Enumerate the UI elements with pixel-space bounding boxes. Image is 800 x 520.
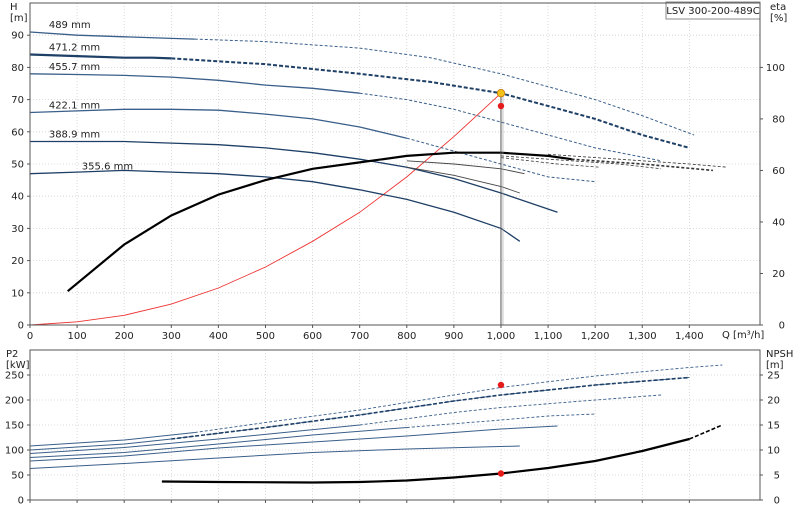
head-curve-label: 355.6 mm xyxy=(82,162,133,173)
power-curve-dashed xyxy=(194,364,723,433)
head-tick-label: 50 xyxy=(11,160,24,171)
npsh-tick-label: 0 xyxy=(774,496,780,507)
x-tick-label: 100 xyxy=(68,331,87,342)
x-tick-label: 1,400 xyxy=(675,331,704,342)
head-curve-label: 489 mm xyxy=(49,20,91,31)
head-curve-dashed xyxy=(194,38,695,136)
npsh-tick-label: 20 xyxy=(767,396,780,407)
eta-curve-solid xyxy=(66,151,572,293)
head-curve-solid xyxy=(29,53,172,60)
power-curve-dashed xyxy=(359,394,662,426)
eta-curve-dashed xyxy=(500,157,600,168)
eta-tick-label: 0 xyxy=(779,321,785,332)
eta-point-marker xyxy=(497,102,505,110)
x-tick-label: 900 xyxy=(444,331,463,342)
head-tick-label: 10 xyxy=(11,288,24,299)
power-curve-solid xyxy=(29,432,195,447)
x-tick-label: 800 xyxy=(397,331,416,342)
flow-axis-label: Q [m³/h] xyxy=(722,330,764,341)
eta-tick-label: 80 xyxy=(772,114,785,125)
x-tick-label: 1,200 xyxy=(581,331,610,342)
eta-curve-solid xyxy=(406,166,520,194)
x-tick-label: 600 xyxy=(303,331,322,342)
head-curve-label: 455.7 mm xyxy=(49,62,100,73)
x-tick-label: 400 xyxy=(209,331,228,342)
head-tick-label: 30 xyxy=(11,224,24,235)
power-tick-label: 50 xyxy=(11,471,24,482)
head-tick-label: 20 xyxy=(11,256,24,267)
power-tick-label: 0 xyxy=(18,496,24,507)
x-tick-label: 1,100 xyxy=(534,331,563,342)
npsh-curve-solid xyxy=(161,437,690,484)
power-curve-solid xyxy=(29,424,360,454)
head-curve-dashed xyxy=(359,92,662,162)
head-curve-label: 471.2 mm xyxy=(49,43,100,54)
eta-curve-solid xyxy=(406,160,525,175)
head-tick-label: 80 xyxy=(11,63,24,74)
operating-point-marker xyxy=(496,88,506,98)
npsh-tick-label: 10 xyxy=(767,446,780,457)
npsh-tick-label: 15 xyxy=(767,421,780,432)
x-tick-label: 200 xyxy=(115,331,134,342)
eta-tick-label: 100 xyxy=(766,63,785,74)
power-tick-label: 250 xyxy=(5,371,24,382)
eta-axis-label: eta [%] xyxy=(770,2,787,24)
npsh-tick-label: 25 xyxy=(767,371,780,382)
head-tick-label: 70 xyxy=(11,95,24,106)
head-axis-label: H [m] xyxy=(10,2,28,24)
power-curve-solid xyxy=(29,427,407,458)
power-point-marker xyxy=(497,381,505,389)
power-curve-selected xyxy=(171,376,690,440)
head-tick-label: 40 xyxy=(11,192,24,203)
bottom-curves xyxy=(29,364,723,484)
power-tick-label: 100 xyxy=(5,446,24,457)
chart-title: LSV 300-200-489C xyxy=(666,6,759,17)
npsh-axis-label: NPSH [m] xyxy=(766,349,793,371)
title-box: LSV 300-200-489C xyxy=(665,1,761,20)
head-tick-label: 90 xyxy=(11,31,24,42)
eta-tick-label: 60 xyxy=(772,166,785,177)
eta-curve-dashed xyxy=(548,153,728,168)
power-curve-dashed xyxy=(406,413,596,428)
head-curve-label: 422.1 mm xyxy=(49,100,100,111)
head-tick-label: 0 xyxy=(18,321,24,332)
top-curves: 489 mm 471.2 mm 455.7 mm 422.1 mm 388.9 mm 35… xyxy=(29,20,728,326)
head-tick-label: 60 xyxy=(11,127,24,138)
head-curve-label: 388.9 mm xyxy=(49,129,100,140)
eta-curve-dashed xyxy=(571,158,713,172)
bottom-grid xyxy=(29,350,760,501)
top-axes: 0 100 200 300 400 500 600 700 800 900 1,000 1,100 1,… xyxy=(11,2,785,342)
system-curve xyxy=(29,92,502,326)
x-tick-label: 700 xyxy=(350,331,369,342)
bottom-axes: 0 50 100 150 200 250 0 5 10 15 20 25 xyxy=(5,349,780,507)
x-tick-label: 1,000 xyxy=(487,331,516,342)
power-curve-solid xyxy=(29,445,520,469)
npsh-point-marker xyxy=(497,470,505,477)
x-tick-label: 300 xyxy=(162,331,181,342)
eta-tick-label: 20 xyxy=(772,269,785,280)
power-axis-label: P2 [kW] xyxy=(6,349,30,371)
eta-tick-label: 40 xyxy=(772,217,785,228)
eta-curve-dashed xyxy=(500,155,662,170)
x-tick-label: 1,300 xyxy=(628,331,657,342)
x-tick-label: 500 xyxy=(256,331,275,342)
head-curve-solid xyxy=(30,140,558,213)
power-tick-label: 200 xyxy=(5,396,24,407)
head-curve-solid xyxy=(29,73,360,94)
power-curve-solid xyxy=(29,425,558,462)
x-tick-label: 0 xyxy=(27,331,33,342)
head-curve-solid xyxy=(29,169,521,242)
npsh-tick-label: 5 xyxy=(774,471,780,482)
head-curve-solid xyxy=(29,31,195,40)
head-curve-solid xyxy=(29,108,407,139)
power-tick-label: 150 xyxy=(5,421,24,432)
power-curve-solid xyxy=(29,438,172,451)
